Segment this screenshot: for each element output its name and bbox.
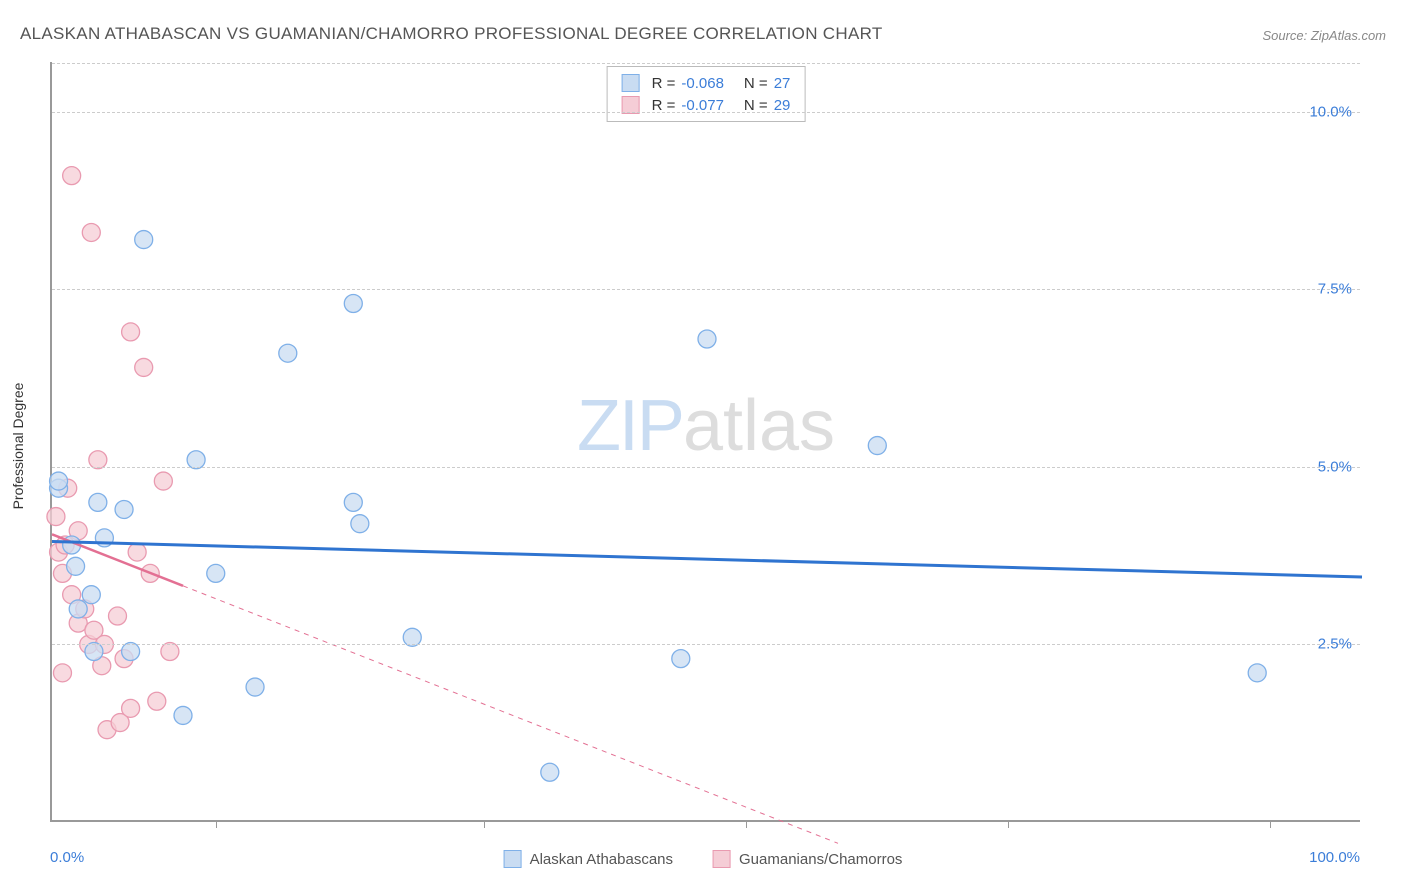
data-point: [1248, 664, 1266, 682]
data-point: [53, 664, 71, 682]
legend-item: Alaskan Athabascans: [504, 850, 673, 868]
swatch-pink-icon: [713, 850, 731, 868]
x-max-label: 100.0%: [1309, 849, 1360, 866]
data-point: [148, 692, 166, 710]
data-point: [109, 607, 127, 625]
source-label: Source: ZipAtlas.com: [1262, 28, 1386, 43]
data-point: [50, 472, 68, 490]
data-point: [115, 500, 133, 518]
data-point: [67, 557, 85, 575]
data-point: [672, 650, 690, 668]
x-min-label: 0.0%: [50, 849, 84, 866]
data-point: [63, 167, 81, 185]
trend-line-blue: [52, 541, 1362, 577]
grid-line: [52, 289, 1360, 290]
bottom-legend: Alaskan Athabascans Guamanians/Chamorros: [504, 850, 903, 868]
legend-item: Guamanians/Chamorros: [713, 850, 902, 868]
data-point: [154, 472, 172, 490]
x-tick: [1008, 820, 1009, 828]
x-tick: [746, 820, 747, 828]
data-point: [541, 763, 559, 781]
data-point: [246, 678, 264, 696]
y-tick-label: 2.5%: [1318, 636, 1352, 653]
data-point: [174, 706, 192, 724]
legend-label-blue: Alaskan Athabascans: [530, 851, 673, 868]
legend-label-pink: Guamanians/Chamorros: [739, 851, 902, 868]
data-point: [351, 515, 369, 533]
data-point: [344, 294, 362, 312]
y-tick-label: 10.0%: [1309, 103, 1352, 120]
data-point: [82, 586, 100, 604]
x-tick: [1270, 820, 1271, 828]
data-point: [82, 223, 100, 241]
data-point: [89, 493, 107, 511]
grid-line: [52, 644, 1360, 645]
data-point: [128, 543, 146, 561]
data-point: [344, 493, 362, 511]
chart-title: ALASKAN ATHABASCAN VS GUAMANIAN/CHAMORRO…: [20, 24, 883, 44]
chart-svg: [52, 62, 1360, 820]
plot-area: ZIPatlas R = -0.068 N = 27 R = -0.077 N …: [50, 62, 1360, 822]
trend-line-pink-dashed: [183, 586, 838, 843]
data-point: [207, 564, 225, 582]
data-point: [122, 323, 140, 341]
y-axis-label: Professional Degree: [10, 383, 26, 510]
data-point: [279, 344, 297, 362]
x-tick: [484, 820, 485, 828]
data-point: [47, 508, 65, 526]
data-point: [698, 330, 716, 348]
grid-line: [52, 63, 1360, 64]
y-tick-label: 5.0%: [1318, 458, 1352, 475]
x-tick: [216, 820, 217, 828]
data-point: [135, 358, 153, 376]
data-point: [135, 231, 153, 249]
y-tick-label: 7.5%: [1318, 281, 1352, 298]
grid-line: [52, 112, 1360, 113]
data-point: [868, 437, 886, 455]
data-point: [122, 699, 140, 717]
grid-line: [52, 467, 1360, 468]
data-point: [69, 600, 87, 618]
swatch-blue-icon: [504, 850, 522, 868]
